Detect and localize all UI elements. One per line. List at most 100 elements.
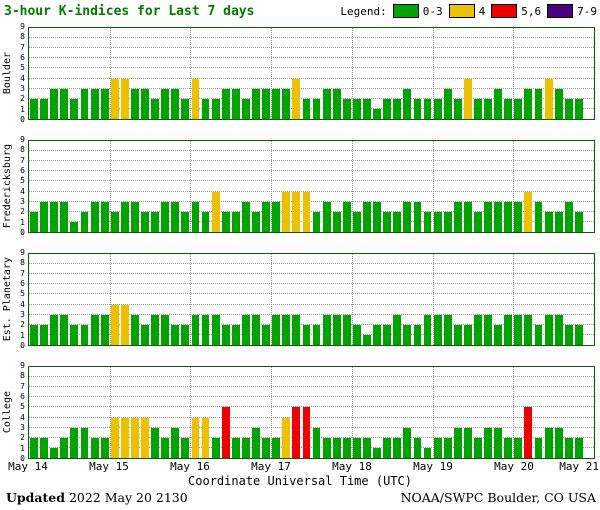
- k-index-bar: [50, 314, 59, 345]
- k-index-bar: [60, 88, 69, 119]
- gridline-horizontal: [29, 273, 594, 275]
- k-index-bar: [363, 437, 371, 458]
- k-index-bar: [352, 437, 361, 458]
- y-tick-label: 9: [20, 22, 25, 31]
- y-tick-label: 8: [20, 371, 25, 381]
- k-index-bar: [201, 314, 210, 345]
- k-index-bar: [322, 201, 331, 232]
- k-index-bar: [524, 191, 533, 232]
- k-index-bar: [342, 98, 351, 119]
- k-index-bar: [534, 437, 543, 458]
- k-index-bar: [443, 437, 452, 458]
- k-index-bar: [181, 98, 190, 119]
- k-index-bar: [241, 437, 250, 458]
- k-index-bar: [403, 88, 412, 119]
- station-label-fredericksburg: Fredericksburg: [0, 140, 15, 233]
- gridline-horizontal: [29, 406, 594, 408]
- k-index-bar: [201, 417, 210, 458]
- k-index-bar: [131, 417, 139, 458]
- gridline-horizontal: [29, 97, 594, 99]
- credit-text: NOAA/SWPC Boulder, CO USA: [400, 490, 596, 505]
- gridline-horizontal: [29, 283, 594, 285]
- legend-item-purple: 7-9: [547, 4, 597, 18]
- k-index-bar: [90, 314, 99, 345]
- k-index-bar: [262, 324, 271, 345]
- k-index-bar: [60, 314, 69, 345]
- y-tick-label: 8: [20, 32, 25, 42]
- legend-item-label: 5,6: [521, 4, 542, 18]
- k-index-bar: [322, 88, 331, 119]
- k-index-bar: [110, 78, 119, 119]
- gridline-vertical: [432, 28, 434, 119]
- k-index-bar: [161, 314, 170, 345]
- gridline-horizontal: [29, 303, 594, 305]
- legend-swatch-yellow: [448, 4, 475, 18]
- k-index-bar: [393, 98, 402, 119]
- k-index-bar: [191, 417, 200, 458]
- k-index-bar: [413, 324, 422, 345]
- k-index-bar: [241, 98, 250, 119]
- chart-title: 3-hour K-indices for Last 7 days: [4, 4, 255, 19]
- k-index-bar: [312, 98, 321, 119]
- k-index-bar: [312, 324, 321, 345]
- k-index-bar: [504, 314, 513, 345]
- y-tick-label: 0: [20, 454, 25, 463]
- k-index-bar: [141, 324, 149, 345]
- legend-item-red: 5,6: [491, 4, 541, 18]
- k-index-bar: [40, 324, 49, 345]
- y-tick-label: 3: [20, 423, 25, 433]
- gridline-vertical: [190, 254, 192, 345]
- gridline-horizontal: [29, 150, 594, 152]
- k-index-bar: [342, 314, 351, 345]
- k-index-bar: [352, 324, 361, 345]
- k-index-bar: [90, 88, 99, 119]
- k-index-bar: [100, 437, 109, 458]
- k-index-bar: [282, 88, 291, 119]
- k-index-bar: [363, 201, 371, 232]
- k-index-bar: [524, 88, 533, 119]
- y-tick-label: 5: [20, 402, 25, 412]
- x-tick-label: May 17: [251, 460, 291, 473]
- k-index-bar: [484, 314, 492, 345]
- k-index-bar: [90, 201, 99, 232]
- legend-item-label: 4: [478, 4, 486, 18]
- k-index-bar: [554, 314, 563, 345]
- station-label-text: Est. Planetary: [2, 257, 13, 342]
- station-label-boulder: Boulder: [0, 27, 15, 120]
- k-index-bar: [30, 437, 38, 458]
- k-index-bar: [403, 324, 412, 345]
- k-index-bar: [413, 98, 422, 119]
- station-label-college: College: [0, 366, 15, 459]
- k-index-bar: [544, 427, 553, 458]
- k-index-bar: [50, 447, 59, 458]
- k-index-bar: [252, 427, 260, 458]
- k-index-bar: [60, 437, 69, 458]
- k-index-bar: [544, 78, 553, 119]
- k-index-bar: [504, 98, 513, 119]
- k-index-bar: [221, 88, 230, 119]
- k-index-bar: [342, 437, 351, 458]
- k-index-bar: [70, 221, 79, 232]
- k-index-bar: [302, 98, 311, 119]
- k-index-bar: [312, 211, 321, 232]
- gridline-vertical: [190, 141, 192, 232]
- gridline-horizontal: [29, 426, 594, 428]
- k-index-bar: [40, 437, 49, 458]
- k-index-bar: [342, 201, 351, 232]
- k-index-bar: [131, 201, 139, 232]
- k-index-bar: [151, 211, 160, 232]
- y-tick-label: 6: [20, 53, 25, 63]
- gridline-vertical: [432, 141, 434, 232]
- k-index-bar: [221, 324, 230, 345]
- k-index-bar: [373, 324, 381, 345]
- y-tick-label: 2: [20, 207, 25, 217]
- legend-item-green: 0-3: [392, 4, 443, 18]
- y-tick-label: 6: [20, 279, 25, 289]
- k-index-bar: [171, 427, 180, 458]
- k-index-bar: [463, 201, 472, 232]
- k-index-bar: [474, 314, 482, 345]
- updated-label: Updated: [6, 490, 65, 505]
- k-index-bar: [151, 98, 160, 119]
- k-index-bar: [151, 314, 160, 345]
